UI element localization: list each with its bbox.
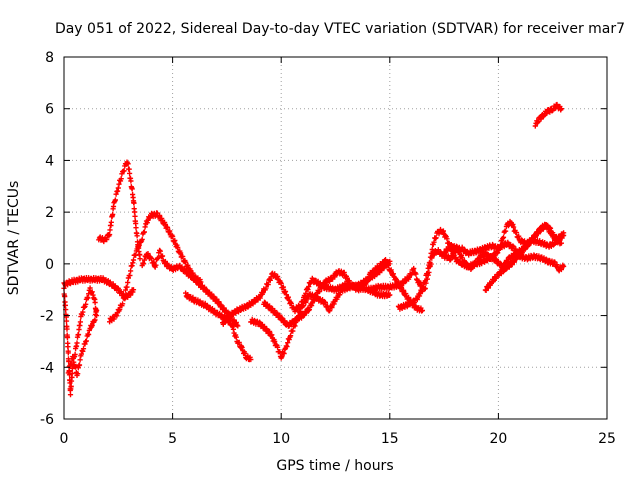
y-tick-label: -6 (40, 412, 54, 428)
grid (64, 57, 607, 419)
series-track-2 (61, 285, 100, 398)
data-point-markers (96, 159, 143, 262)
y-tick-label: 8 (45, 50, 54, 66)
y-tick-label: -4 (40, 360, 54, 376)
x-tick-label: 20 (489, 431, 507, 447)
series-track-3 (65, 307, 100, 378)
series-track-5 (107, 210, 204, 325)
plot-frame (63, 56, 608, 420)
data-point-markers (482, 221, 564, 293)
data-point-markers (65, 307, 100, 378)
y-axis-label: SDTVAR / TECUs (6, 181, 22, 296)
data-point-markers (532, 101, 564, 129)
axis-ticks: 0 5 10 15 20 25 -6 -4 -2 0 2 4 6 8 (40, 50, 616, 447)
series-track-10 (261, 257, 425, 329)
data-series (61, 101, 567, 398)
data-point-markers (61, 285, 100, 398)
data-point-markers (107, 210, 204, 325)
series-track-14 (482, 221, 564, 293)
x-tick-label: 10 (272, 431, 290, 447)
series-track-15 (532, 101, 564, 129)
y-tick-label: 2 (45, 205, 54, 221)
x-tick-label: 25 (598, 431, 616, 447)
x-tick-label: 5 (168, 431, 177, 447)
data-point-markers (183, 290, 254, 363)
series-track-7 (183, 290, 254, 363)
y-tick-label: 0 (45, 257, 54, 273)
y-tick-label: 6 (45, 102, 54, 118)
x-axis-label: GPS time / hours (276, 458, 393, 474)
series-track-4 (96, 159, 143, 262)
x-tick-label: 0 (60, 431, 69, 447)
data-point-markers (261, 257, 425, 329)
x-tick-label: 15 (381, 431, 399, 447)
y-tick-label: 4 (45, 153, 54, 169)
chart-title: Day 051 of 2022, Sidereal Day-to-day VTE… (55, 21, 625, 37)
y-tick-label: -2 (40, 309, 54, 325)
